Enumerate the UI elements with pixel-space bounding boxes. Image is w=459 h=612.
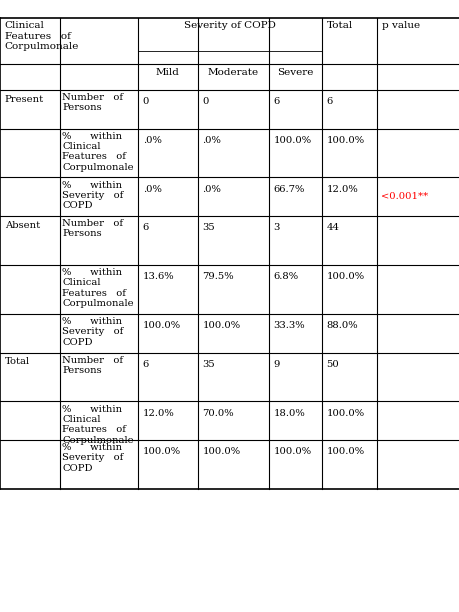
Text: 100.0%: 100.0% — [326, 409, 364, 418]
Text: 66.7%: 66.7% — [273, 185, 304, 194]
Text: Number   of
Persons: Number of Persons — [62, 356, 123, 375]
Text: 6.8%: 6.8% — [273, 272, 298, 282]
Text: 33.3%: 33.3% — [273, 321, 305, 330]
Text: 12.0%: 12.0% — [326, 185, 358, 194]
Text: 100.0%: 100.0% — [142, 321, 180, 330]
Text: 6: 6 — [142, 223, 149, 233]
Text: 100.0%: 100.0% — [326, 136, 364, 145]
Text: Moderate: Moderate — [207, 68, 258, 77]
Text: 100.0%: 100.0% — [142, 447, 180, 457]
Text: Clinical
Features   of
Corpulmonale: Clinical Features of Corpulmonale — [5, 21, 79, 51]
Text: %      within
Severity   of
COPD: % within Severity of COPD — [62, 181, 123, 211]
Text: .0%: .0% — [202, 136, 221, 145]
Text: Mild: Mild — [156, 68, 179, 77]
Text: 44: 44 — [326, 223, 339, 233]
Text: 9: 9 — [273, 360, 280, 369]
Text: Severity of COPD: Severity of COPD — [184, 21, 275, 31]
Text: 88.0%: 88.0% — [326, 321, 358, 330]
Text: 13.6%: 13.6% — [142, 272, 174, 282]
Text: 0: 0 — [142, 97, 149, 106]
Text: %      within
Clinical
Features   of
Corpulmonale: % within Clinical Features of Corpulmona… — [62, 268, 134, 308]
Text: 100.0%: 100.0% — [326, 272, 364, 282]
Text: <0.001**: <0.001** — [380, 192, 427, 201]
Text: .0%: .0% — [142, 185, 161, 194]
Text: 18.0%: 18.0% — [273, 409, 305, 418]
Text: 100.0%: 100.0% — [326, 447, 364, 457]
Text: Total: Total — [5, 357, 30, 367]
Text: Number   of
Persons: Number of Persons — [62, 219, 123, 239]
Text: 12.0%: 12.0% — [142, 409, 174, 418]
Text: 6: 6 — [273, 97, 280, 106]
Text: Number   of
Persons: Number of Persons — [62, 93, 123, 113]
Text: 35: 35 — [202, 360, 215, 369]
Text: %      within
Severity   of
COPD: % within Severity of COPD — [62, 317, 123, 347]
Text: 70.0%: 70.0% — [202, 409, 234, 418]
Text: 6: 6 — [326, 97, 332, 106]
Text: 79.5%: 79.5% — [202, 272, 234, 282]
Text: %      within
Clinical
Features   of
Corpulmonale: % within Clinical Features of Corpulmona… — [62, 132, 134, 172]
Text: 100.0%: 100.0% — [273, 447, 311, 457]
Text: 100.0%: 100.0% — [273, 136, 311, 145]
Text: %      within
Severity   of
COPD: % within Severity of COPD — [62, 443, 123, 473]
Text: Absent: Absent — [5, 221, 39, 230]
Text: Total: Total — [326, 21, 352, 31]
Text: p value: p value — [381, 21, 419, 31]
Text: 100.0%: 100.0% — [202, 321, 240, 330]
Text: 100.0%: 100.0% — [202, 447, 240, 457]
Text: Present: Present — [5, 95, 44, 104]
Text: Severe: Severe — [277, 68, 313, 77]
Text: 6: 6 — [142, 360, 149, 369]
Text: 50: 50 — [326, 360, 339, 369]
Text: 0: 0 — [202, 97, 208, 106]
Text: 35: 35 — [202, 223, 215, 233]
Text: .0%: .0% — [142, 136, 161, 145]
Text: 3: 3 — [273, 223, 280, 233]
Text: %      within
Clinical
Features   of
Corpulmonale: % within Clinical Features of Corpulmona… — [62, 405, 134, 445]
Text: .0%: .0% — [202, 185, 221, 194]
